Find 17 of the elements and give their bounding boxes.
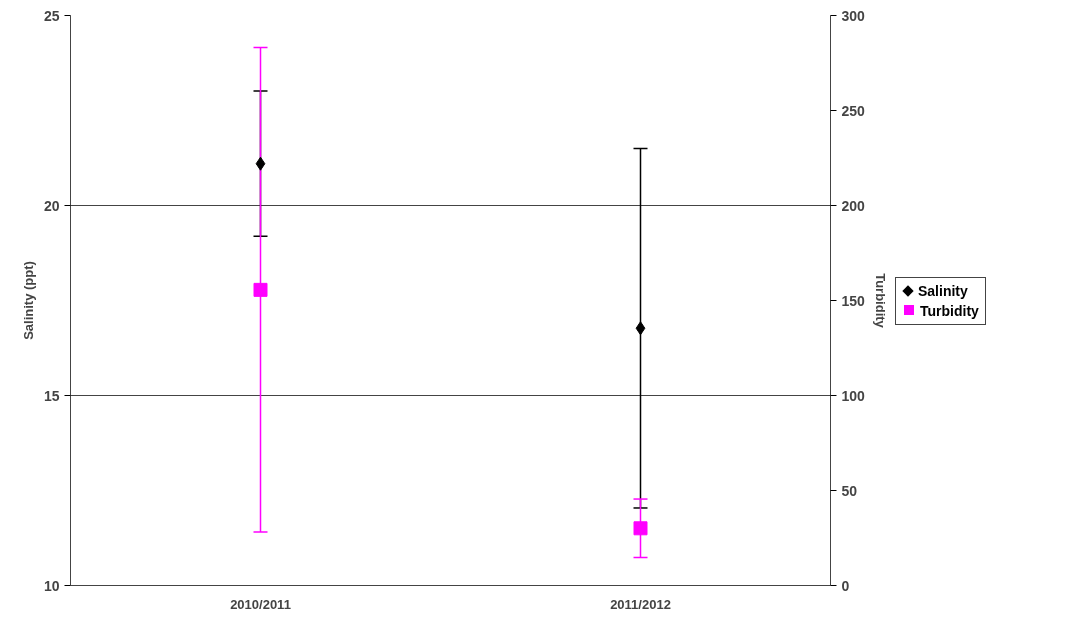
y2-tick-label: 300	[841, 7, 866, 24]
y2-tick-label: 200	[841, 197, 866, 214]
y-tick-label: 25	[43, 7, 60, 24]
legend-label: Turbidity	[919, 302, 979, 321]
y-tick-label: 20	[43, 197, 60, 214]
y2-axis-title: Turbidity	[872, 273, 888, 329]
y2-tick-label: 0	[841, 577, 850, 594]
y2-tick-label: 250	[841, 102, 866, 119]
legend-label: Salinity	[917, 282, 969, 301]
y2-tick-label: 100	[841, 387, 866, 404]
y-axis-title: Salinity (ppt)	[20, 261, 36, 340]
x-tick-label: 2010/2011	[230, 596, 291, 612]
x-tick-label: 2011/2012	[610, 596, 671, 612]
y2-tick-label: 50	[841, 482, 858, 499]
y-tick-label: 10	[43, 577, 60, 594]
y2-tick-label: 150	[841, 292, 866, 309]
y-tick-label: 15	[43, 387, 60, 404]
